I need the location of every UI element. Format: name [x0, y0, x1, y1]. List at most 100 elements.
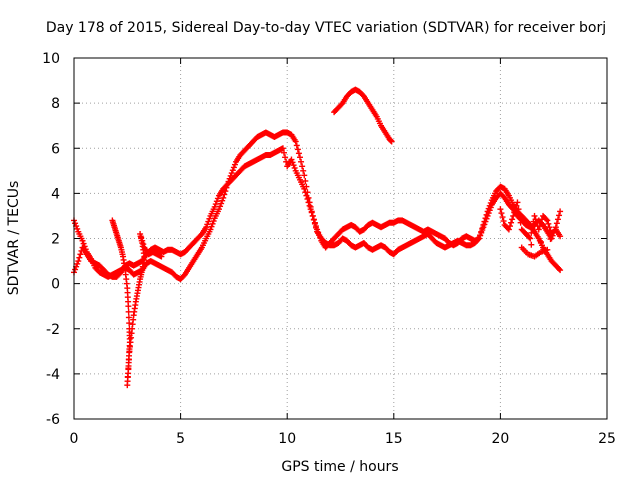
data-point [478, 228, 485, 235]
data-point [279, 145, 286, 152]
data-point [526, 234, 533, 241]
data-point [224, 181, 231, 188]
data-point [546, 224, 553, 231]
data-point [528, 229, 535, 236]
data-point [307, 203, 314, 210]
data-point [126, 320, 133, 327]
data-point [137, 230, 144, 237]
data-point [139, 237, 146, 244]
data-point [124, 373, 131, 380]
y-tick-label: -2 [46, 322, 60, 338]
data-point [75, 258, 82, 265]
data-point [479, 225, 486, 232]
data-point [306, 199, 313, 206]
data-point [291, 164, 298, 171]
data-point [158, 253, 165, 260]
data-point [480, 221, 487, 228]
x-tick-label: 25 [598, 431, 616, 447]
y-tick-label: -4 [46, 367, 60, 383]
data-point [486, 202, 493, 209]
data-point [481, 218, 488, 225]
data-point [557, 208, 564, 215]
data-point [218, 200, 225, 207]
data-point [81, 243, 88, 250]
data-point [557, 233, 564, 240]
data-point [215, 206, 222, 213]
data-point [217, 203, 224, 210]
data-point [515, 206, 522, 213]
data-point [230, 164, 237, 171]
data-point [72, 266, 79, 273]
data-points [71, 86, 564, 389]
data-point [125, 303, 132, 310]
data-point [514, 199, 521, 206]
data-point [229, 167, 236, 174]
data-point [544, 246, 551, 253]
data-point [477, 232, 484, 239]
data-point [76, 254, 83, 261]
data-point [292, 138, 299, 145]
data-point [476, 235, 483, 242]
data-point [231, 161, 238, 168]
x-tick-label: 5 [176, 431, 185, 447]
data-point [203, 224, 210, 231]
data-point [212, 201, 219, 208]
data-point [311, 220, 318, 227]
data-point [213, 198, 220, 205]
data-point [300, 167, 307, 174]
data-point [206, 215, 213, 222]
data-point [222, 188, 229, 195]
data-point [388, 138, 395, 145]
y-tick-label: 2 [51, 232, 60, 248]
data-point [498, 210, 505, 217]
data-point [74, 225, 81, 232]
data-point [79, 237, 86, 244]
data-point [223, 184, 230, 191]
data-point [140, 241, 147, 248]
data-point [529, 224, 536, 231]
data-point [506, 223, 513, 230]
data-point [296, 154, 303, 161]
data-point [72, 220, 79, 227]
data-point [125, 356, 132, 363]
data-point [289, 159, 296, 166]
data-point [528, 241, 535, 248]
x-tick-label: 0 [70, 431, 79, 447]
data-point [509, 216, 516, 223]
x-tick-label: 15 [385, 431, 403, 447]
data-point [209, 220, 216, 227]
data-point [482, 215, 489, 222]
data-point [537, 219, 544, 226]
data-point [282, 154, 289, 161]
data-point [527, 235, 534, 242]
data-point [298, 158, 305, 165]
data-point [508, 219, 515, 226]
y-tick-label: 8 [51, 96, 60, 112]
data-point [543, 216, 550, 223]
data-point [312, 224, 319, 231]
y-tick-label: 6 [51, 141, 60, 157]
data-point [505, 226, 512, 233]
data-point [554, 216, 561, 223]
x-axis-label: GPS time / hours [281, 459, 398, 475]
data-point [544, 217, 551, 224]
data-point [226, 175, 233, 182]
grid-lines [74, 58, 607, 419]
data-point [499, 214, 506, 221]
data-point [220, 194, 227, 201]
chart-title: Day 178 of 2015, Sidereal Day-to-day VTE… [46, 20, 606, 36]
data-point [517, 219, 524, 226]
data-point [485, 205, 492, 212]
data-point [531, 212, 538, 219]
data-point [288, 156, 295, 163]
data-point [219, 197, 226, 204]
data-point [208, 223, 215, 230]
data-point [281, 149, 288, 156]
data-point [124, 382, 131, 389]
data-point [557, 267, 564, 274]
data-point [483, 211, 490, 218]
data-point [77, 251, 84, 258]
data-point [211, 203, 218, 210]
y-axis-label: SDTVAR / TECUs [6, 181, 22, 296]
